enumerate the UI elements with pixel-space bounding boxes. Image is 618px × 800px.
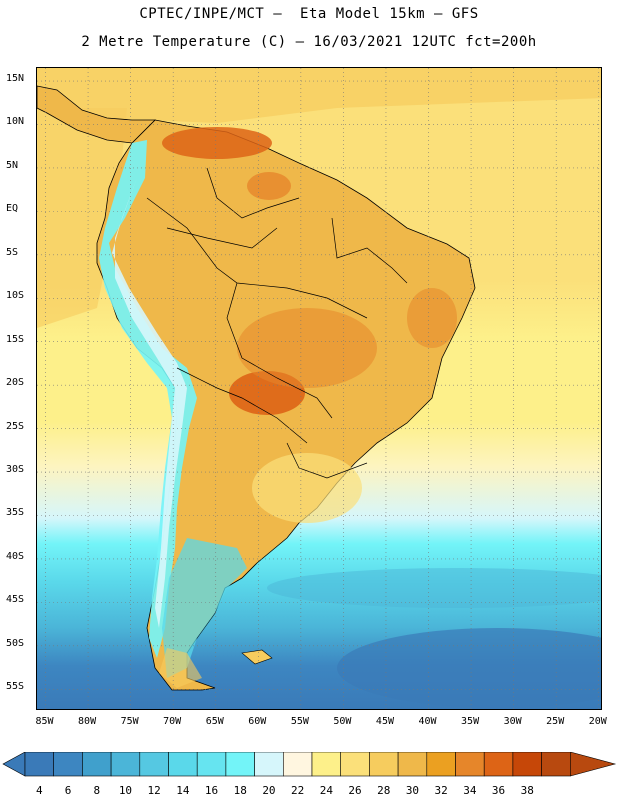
central-brazil-warm bbox=[237, 308, 377, 388]
andes-cold-strip bbox=[99, 140, 197, 658]
lon-label: 25W bbox=[546, 716, 565, 727]
lon-label: 70W bbox=[163, 716, 182, 727]
colorbar-swatch bbox=[369, 752, 399, 777]
colorbar-swatch bbox=[397, 752, 428, 777]
lon-label: 85W bbox=[35, 716, 54, 727]
south-atlantic-cool-band bbox=[267, 568, 601, 608]
colorbar-label: 20 bbox=[262, 784, 276, 797]
colorbar bbox=[2, 752, 617, 777]
lat-label: 30S bbox=[6, 464, 25, 476]
lon-label: 65W bbox=[205, 716, 224, 727]
lon-label: 75W bbox=[120, 716, 139, 727]
colorbar-label: 14 bbox=[176, 784, 190, 797]
lat-label: 5S bbox=[6, 246, 19, 258]
colorbar-swatch bbox=[311, 752, 342, 777]
lat-label: 15S bbox=[6, 333, 25, 345]
colorbar-swatch bbox=[455, 752, 485, 777]
colorbar-swatch bbox=[282, 752, 313, 777]
lat-label: 5N bbox=[6, 159, 19, 171]
colorbar-over-arrow bbox=[569, 752, 617, 777]
venezuela-hot-spot bbox=[162, 127, 272, 159]
lon-label: 30W bbox=[503, 716, 522, 727]
colorbar-label: 24 bbox=[319, 784, 333, 797]
lon-label: 20W bbox=[588, 716, 607, 727]
lon-label: 80W bbox=[78, 716, 97, 727]
caribbean-warm-area bbox=[37, 68, 601, 123]
colorbar-label: 10 bbox=[118, 784, 133, 797]
title-line-2: 2 Metre Temperature (C) – 16/03/2021 12U… bbox=[81, 34, 537, 50]
colorbar-swatch bbox=[168, 752, 198, 777]
lat-label: EQ bbox=[6, 203, 19, 215]
border-path bbox=[331, 217, 408, 284]
title-line-1: CPTEC/INPE/MCT – Eta Model 15km – GFS bbox=[139, 6, 479, 22]
patagonia-tip bbox=[159, 648, 202, 688]
border-path bbox=[206, 167, 300, 219]
lon-label: 50W bbox=[333, 716, 352, 727]
lat-label: 25S bbox=[6, 420, 25, 432]
lon-label: 60W bbox=[248, 716, 267, 727]
lat-label: 35S bbox=[6, 507, 25, 519]
colorbar-swatch bbox=[254, 752, 284, 777]
colorbar-label: 30 bbox=[405, 784, 420, 797]
colorbar-swatch bbox=[24, 752, 55, 777]
border-path bbox=[226, 282, 333, 419]
border-path bbox=[166, 227, 278, 249]
lat-label: 55S bbox=[6, 681, 25, 693]
guiana-hot-spot bbox=[247, 172, 291, 200]
colorbar-label: 8 bbox=[93, 784, 101, 797]
colorbar-label: 36 bbox=[491, 784, 506, 797]
border-path bbox=[176, 367, 308, 444]
falkland-islands bbox=[241, 649, 273, 665]
northeast-brazil-warm bbox=[407, 288, 457, 348]
colorbar-label: 38 bbox=[520, 784, 534, 797]
colorbar-swatch bbox=[340, 752, 370, 777]
colorbar-under-arrow bbox=[2, 752, 26, 777]
south-atlantic-cold-area bbox=[337, 628, 601, 708]
colorbar-swatch bbox=[82, 752, 112, 777]
colorbar-swatch bbox=[196, 752, 227, 777]
temperature-map bbox=[36, 67, 602, 710]
border-path bbox=[286, 442, 368, 479]
lat-label: 45S bbox=[6, 594, 25, 606]
andes-snow-strip bbox=[112, 178, 187, 628]
colorbar-label: 22 bbox=[291, 784, 305, 797]
colorbar-swatch bbox=[426, 752, 456, 777]
colorbar-label: 18 bbox=[233, 784, 247, 797]
colorbar-label: 28 bbox=[377, 784, 391, 797]
lat-label: 50S bbox=[6, 637, 25, 649]
colorbar-label: 32 bbox=[434, 784, 448, 797]
colorbar-label: 4 bbox=[36, 784, 43, 797]
colorbar-label: 16 bbox=[204, 784, 219, 797]
patagonia-cool-area bbox=[162, 538, 247, 678]
colorbar-swatch bbox=[225, 752, 255, 777]
uruguay-mild-area bbox=[252, 453, 362, 523]
lat-label: 10N bbox=[6, 116, 25, 128]
colorbar-swatch bbox=[512, 752, 542, 777]
colorbar-swatch bbox=[139, 752, 169, 777]
colorbar-swatch bbox=[541, 752, 571, 777]
colorbar-label: 34 bbox=[463, 784, 477, 797]
colorbar-swatch bbox=[110, 752, 141, 777]
colorbar-label: 26 bbox=[348, 784, 362, 797]
colorbar-label: 12 bbox=[147, 784, 161, 797]
colorbar-swatch bbox=[483, 752, 514, 777]
pacific-warm-band bbox=[37, 108, 127, 328]
lon-label: 35W bbox=[461, 716, 480, 727]
lat-label: 20S bbox=[6, 377, 25, 389]
lon-label: 45W bbox=[375, 716, 394, 727]
colorbar-label: 6 bbox=[64, 784, 72, 797]
lon-label: 40W bbox=[418, 716, 437, 727]
lat-label: 15N bbox=[6, 73, 25, 85]
lon-label: 55W bbox=[290, 716, 309, 727]
lat-label: 40S bbox=[6, 550, 25, 562]
country-borders bbox=[146, 167, 408, 479]
colorbar-swatch bbox=[53, 752, 83, 777]
lat-label: 10S bbox=[6, 290, 25, 302]
